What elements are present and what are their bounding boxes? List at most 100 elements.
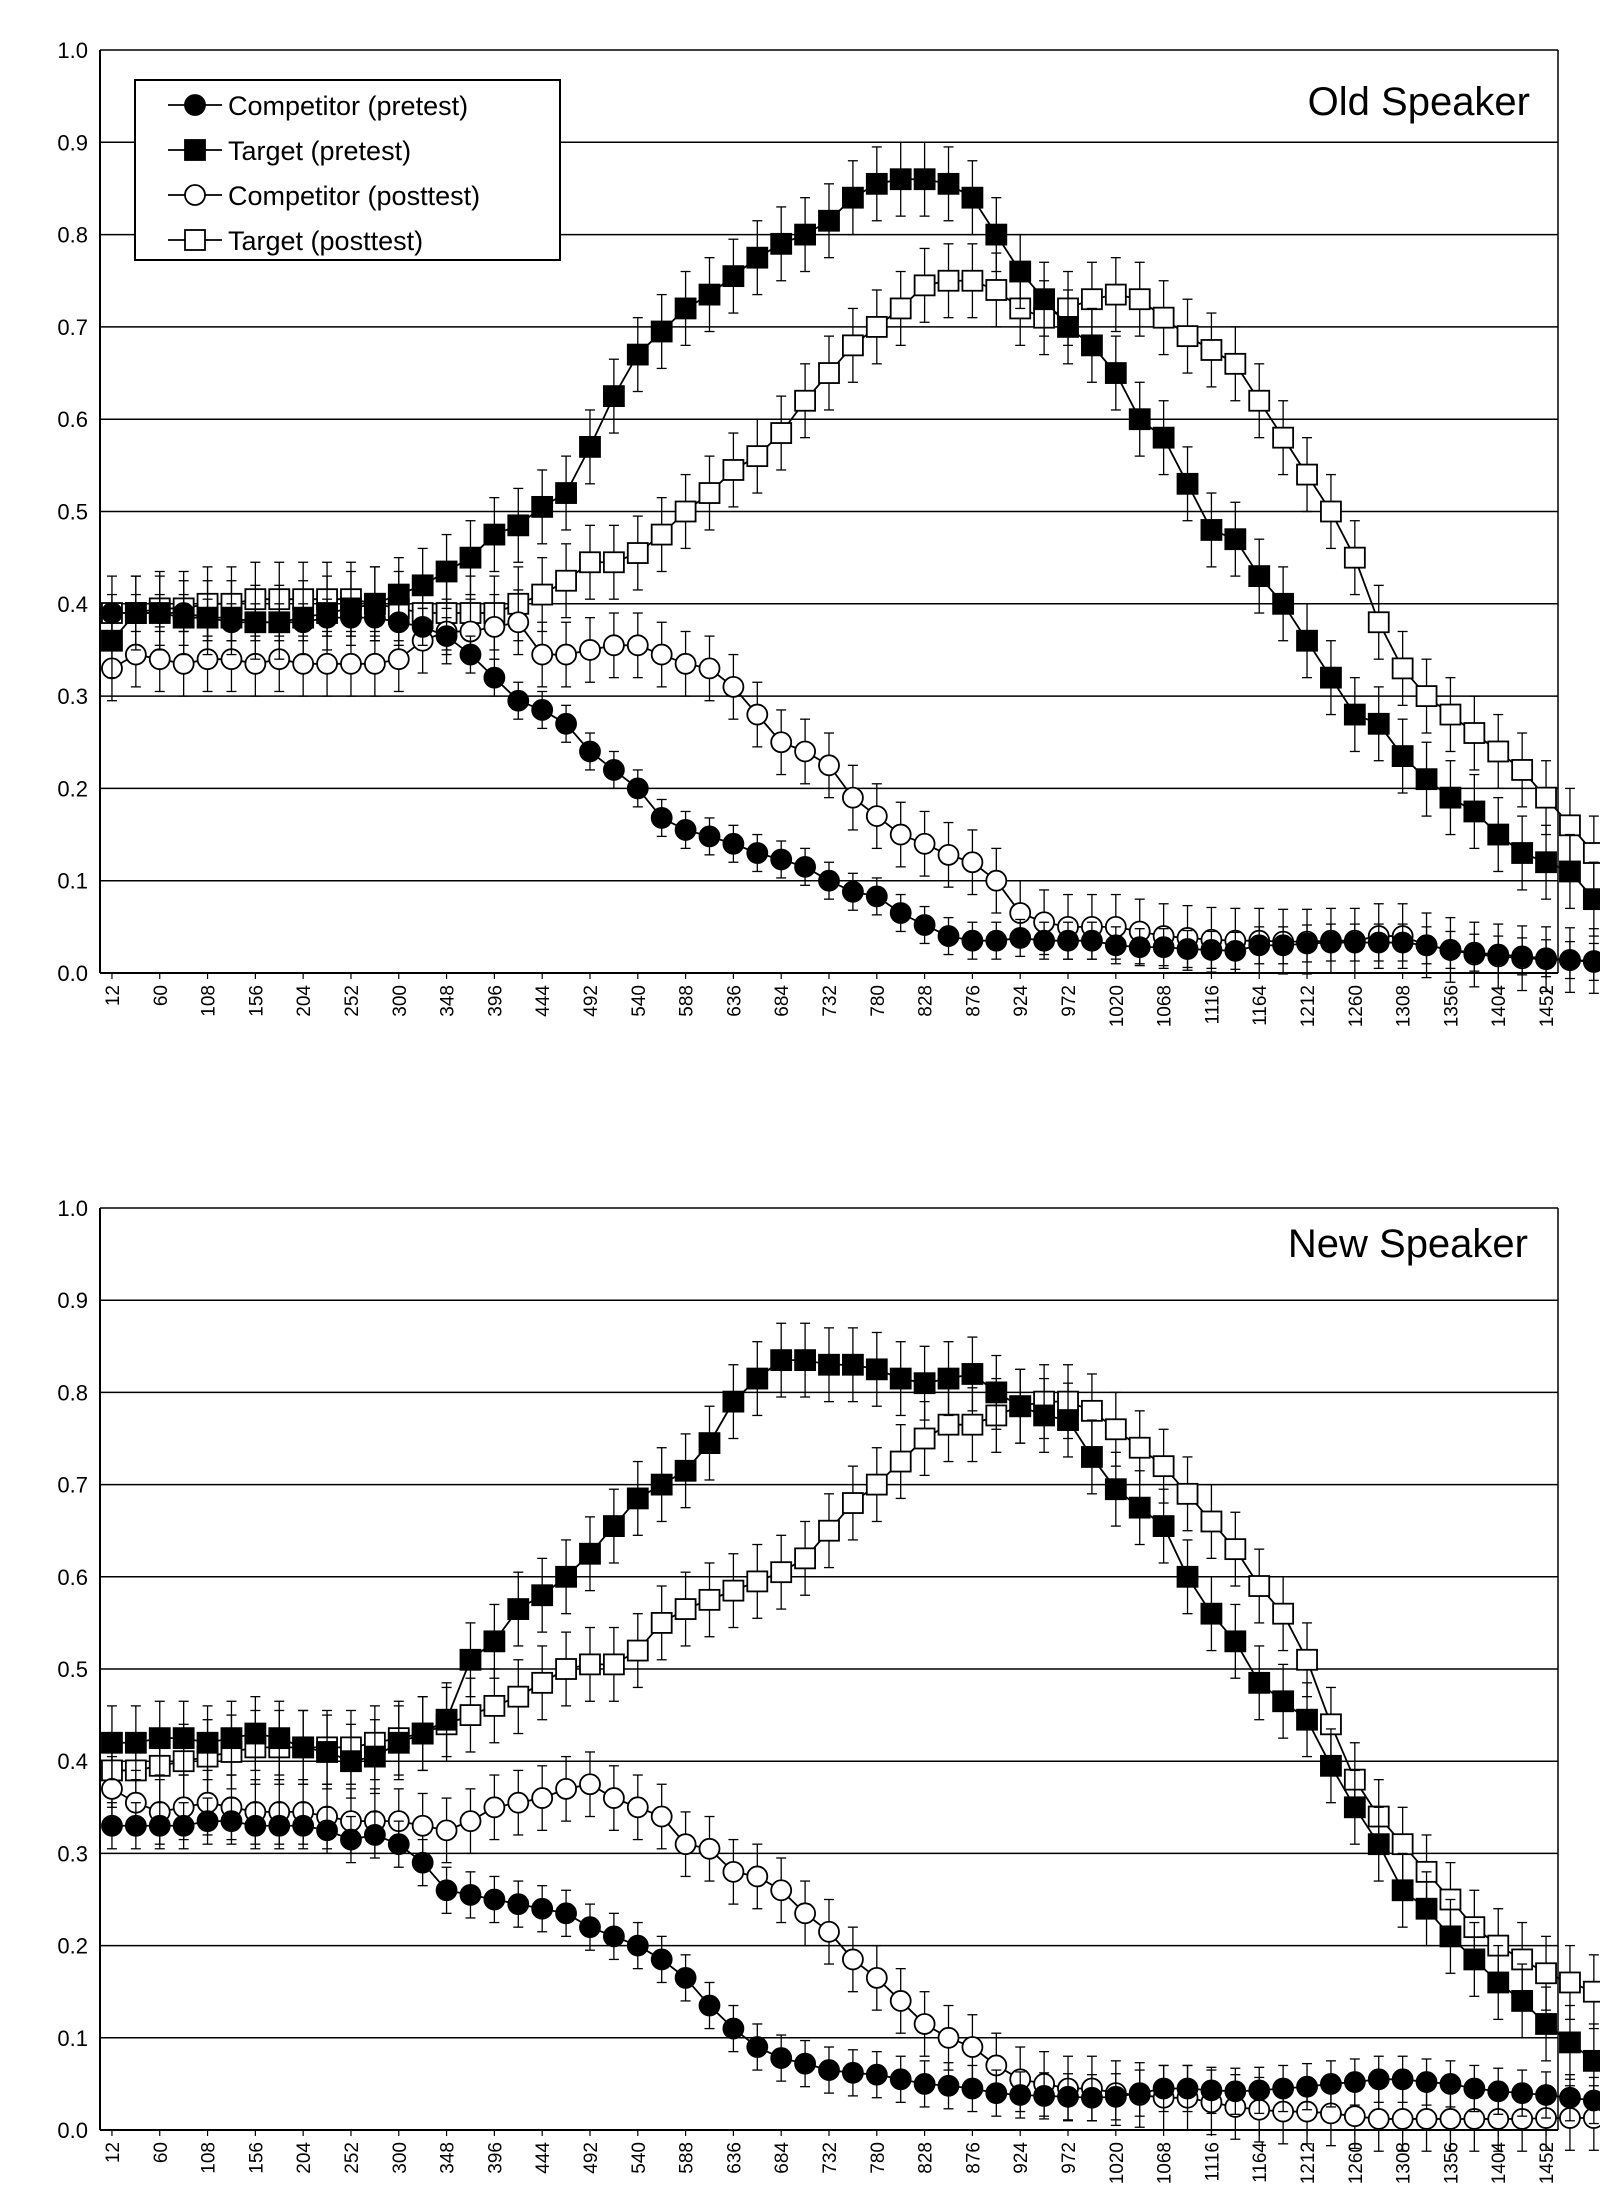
- x-tick-label: 1260: [1346, 2142, 1367, 2184]
- data-point: [172, 602, 195, 624]
- data-point: [937, 269, 960, 292]
- data-point: [1128, 2082, 1151, 2105]
- data-point: [698, 825, 721, 848]
- series-line: [111, 1359, 1600, 2067]
- data-point: [1200, 2079, 1223, 2102]
- y-tick-label: 0.7: [57, 1473, 88, 1498]
- data-point: [1415, 2071, 1438, 2093]
- data-point: [387, 611, 410, 634]
- data-point: [1343, 931, 1366, 954]
- data-point: [220, 1727, 243, 1750]
- data-point: [818, 754, 840, 777]
- data-point: [101, 602, 123, 624]
- x-tick-label: 156: [246, 2142, 267, 2174]
- data-point: [1081, 1399, 1103, 1422]
- data-point: [1248, 389, 1271, 412]
- data-point: [626, 634, 649, 657]
- data-point: [483, 1888, 506, 1911]
- data-point: [865, 315, 888, 338]
- x-tick-label: 828: [916, 985, 937, 1017]
- data-point: [889, 168, 912, 191]
- data-point: [363, 652, 386, 675]
- x-tick-label: 1212: [1298, 985, 1319, 1027]
- data-point: [411, 615, 434, 638]
- x-tick-label: 972: [1059, 2142, 1080, 2174]
- data-point: [579, 435, 601, 458]
- data-point: [602, 634, 625, 657]
- x-tick-label: 924: [1011, 2142, 1032, 2174]
- data-point: [698, 1837, 721, 1860]
- data-point: [1248, 2079, 1271, 2102]
- data-point: [1152, 306, 1175, 329]
- x-tick-labels: 12 60 108 156 204 252 300 348 396 444 492 540 588 636…: [103, 973, 1558, 1027]
- data-point: [602, 551, 625, 574]
- data-point: [650, 1948, 673, 1971]
- data-point: [1320, 931, 1342, 954]
- data-point: [913, 2013, 936, 2035]
- chart-old-speaker: 0.00.10.20.30.40.50.60.70.80.91.012 60 108…: [57, 38, 1600, 1027]
- data-point: [507, 1598, 530, 1620]
- x-tick-label: 252: [342, 985, 363, 1017]
- x-tick-labels: 12 60 108 156 204 252 300 348 396 444 492 540 588 636…: [103, 2130, 1558, 2184]
- data-point: [889, 297, 912, 320]
- data-point: [1128, 1436, 1151, 1459]
- legend-label-target-pretest: Target (pretest): [228, 136, 411, 166]
- data-point: [818, 362, 840, 384]
- data-point: [1224, 939, 1247, 962]
- series-target-posttest: [101, 1364, 1600, 2030]
- data-point: [842, 1492, 864, 1514]
- y-tick-label: 0.6: [57, 407, 88, 432]
- x-tick-label: 1308: [1394, 985, 1415, 1027]
- data-point: [1128, 936, 1151, 959]
- data-point: [1439, 939, 1462, 961]
- data-point: [1296, 932, 1318, 955]
- x-tick-label: 300: [390, 985, 411, 1017]
- data-point: [1487, 943, 1510, 966]
- x-tick-label: 300: [390, 2142, 411, 2174]
- data-point: [1582, 1980, 1600, 2003]
- x-tick-label: 444: [533, 2142, 554, 2174]
- data-point: [244, 1722, 267, 1745]
- x-tick-label: 1356: [1441, 2142, 1462, 2184]
- data-point: [818, 2059, 840, 2081]
- data-point: [842, 786, 864, 809]
- data-point: [1224, 528, 1247, 551]
- data-point: [650, 643, 673, 666]
- data-point: [101, 1777, 123, 1800]
- data-point: [865, 1358, 888, 1381]
- x-tick-label: 1068: [1155, 985, 1176, 1027]
- data-point: [531, 699, 554, 721]
- data-point: [579, 1542, 601, 1565]
- data-point: [842, 186, 864, 209]
- x-tick-label: 732: [820, 985, 841, 1017]
- data-point: [1487, 823, 1510, 846]
- data-point: [1463, 2077, 1486, 2100]
- data-point: [1152, 2077, 1175, 2100]
- data-point: [722, 675, 745, 698]
- data-point: [531, 1897, 554, 1920]
- data-point: [626, 542, 649, 564]
- data-point: [794, 2052, 816, 2075]
- data-point: [913, 1372, 936, 1395]
- data-point: [1511, 2082, 1534, 2105]
- x-tick-label: 636: [724, 985, 745, 1017]
- data-point: [340, 1828, 362, 1851]
- data-point: [985, 869, 1008, 892]
- data-point: [985, 2082, 1008, 2105]
- data-point: [1152, 426, 1175, 449]
- data-point: [1009, 927, 1032, 949]
- data-point: [1391, 1833, 1414, 1856]
- data-point: [1559, 860, 1581, 883]
- data-point: [1463, 1948, 1486, 1971]
- data-point: [1559, 2086, 1581, 2109]
- data-point: [411, 1851, 434, 1874]
- data-point: [913, 2073, 936, 2095]
- data-point: [555, 569, 577, 592]
- x-tick-label: 1164: [1250, 2142, 1271, 2183]
- data-point: [1582, 951, 1600, 973]
- y-tick-label: 0.0: [57, 961, 88, 986]
- data-point: [961, 269, 984, 292]
- data-point: [1320, 500, 1342, 523]
- data-point: [985, 223, 1008, 246]
- data-point: [1343, 2105, 1366, 2128]
